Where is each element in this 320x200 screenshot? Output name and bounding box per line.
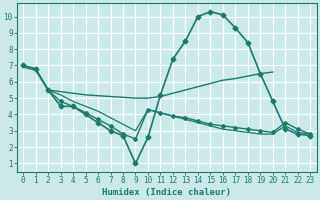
X-axis label: Humidex (Indice chaleur): Humidex (Indice chaleur) <box>102 188 231 197</box>
